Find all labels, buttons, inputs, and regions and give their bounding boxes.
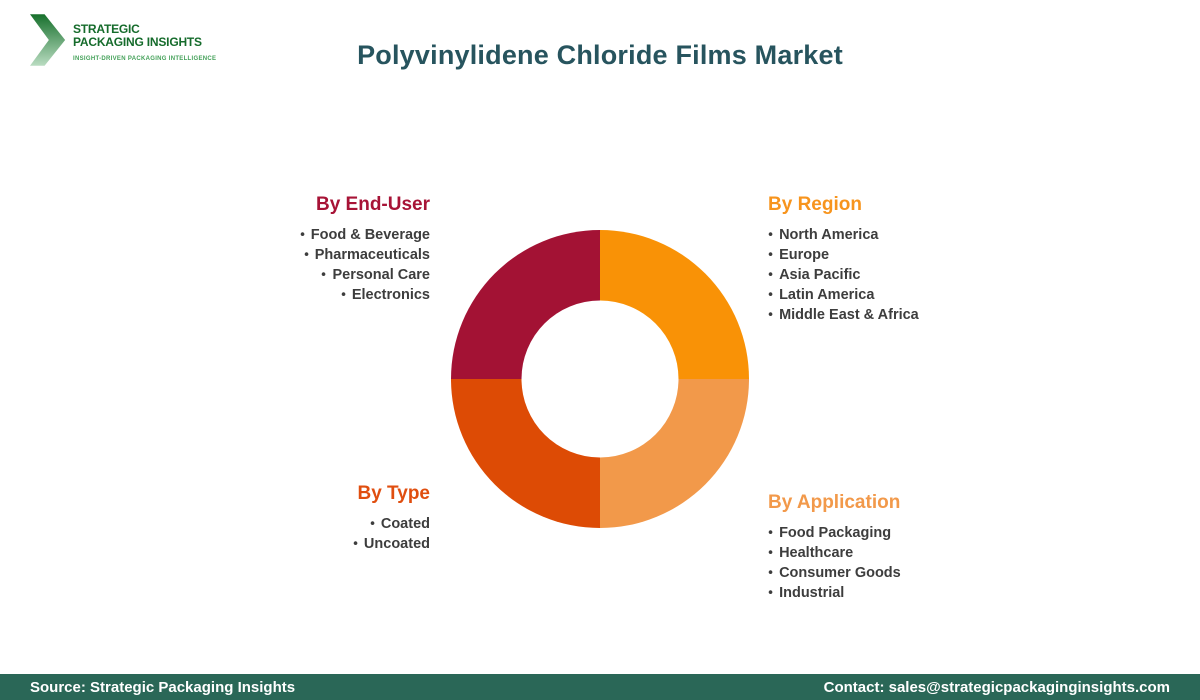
- bullet-icon: •: [341, 287, 346, 303]
- group-heading-type: By Type: [357, 483, 430, 504]
- bullet-icon: •: [768, 307, 773, 323]
- group-heading-end-user: By End-User: [315, 194, 430, 215]
- list-item: • Coated: [170, 514, 430, 534]
- chevron-arrow-icon: [30, 14, 66, 66]
- donut-chart: [451, 230, 749, 528]
- bullet-icon: •: [768, 545, 773, 561]
- list-item: • Personal Care: [170, 265, 430, 285]
- group-heading-region: By Region: [768, 194, 862, 215]
- list-item-label: North America: [779, 227, 879, 243]
- list-item: • Electronics: [170, 285, 430, 305]
- list-item-label: Latin America: [779, 287, 875, 303]
- group-list-end-user: • Food & Beverage • Pharmaceuticals • Persona…: [170, 225, 430, 305]
- list-item-label: Middle East & Africa: [779, 307, 919, 323]
- bullet-icon: •: [370, 516, 375, 532]
- list-item: • Healthcare: [768, 543, 1028, 563]
- list-item-label: Personal Care: [332, 267, 430, 283]
- group-list-region: • North America • Europe • Asia Pacific • Latin…: [768, 225, 1028, 325]
- list-item-label: Pharmaceuticals: [314, 247, 430, 263]
- bullet-icon: •: [768, 247, 773, 263]
- logo-text: STRATEGIC PACKAGING INSIGHTS INSIGHT-DRI…: [73, 10, 217, 63]
- segment-group-type: By Type • Coated • Uncoated: [170, 483, 430, 554]
- list-item: • Latin America: [768, 285, 1028, 305]
- list-item-label: Food Packaging: [779, 525, 892, 541]
- bullet-icon: •: [768, 227, 773, 243]
- list-item-label: Coated: [380, 516, 430, 532]
- footer-source: Source: Strategic Packaging Insights: [30, 678, 296, 696]
- list-item-label: Consumer Goods: [779, 565, 901, 581]
- logo-line2: PACKAGING INSIGHTS: [73, 35, 202, 49]
- list-item: • Industrial: [768, 583, 1028, 603]
- segment-group-region: By Region • North America • Europe • Asia Pac…: [768, 194, 1028, 325]
- list-item: • North America: [768, 225, 1028, 245]
- list-item-label: Europe: [779, 247, 830, 263]
- bullet-icon: •: [768, 585, 773, 601]
- bullet-icon: •: [303, 247, 309, 263]
- list-item: • Consumer Goods: [768, 563, 1028, 583]
- logo-tagline: INSIGHT-DRIVEN PACKAGING INTELLIGENCE: [73, 56, 217, 62]
- group-heading-application: By Application: [768, 492, 901, 513]
- list-item-label: Asia Pacific: [779, 267, 861, 283]
- list-item: • Food & Beverage: [170, 225, 430, 245]
- list-item: • Asia Pacific: [768, 265, 1028, 285]
- bullet-icon: •: [299, 227, 305, 243]
- donut-hole: [521, 300, 679, 458]
- segment-group-end-user: By End-User • Food & Beverage • Pharmaceuti…: [170, 194, 430, 305]
- page-title: Polyvinylidene Chloride Films Market: [357, 40, 843, 71]
- bullet-icon: •: [768, 287, 773, 303]
- bullet-icon: •: [768, 267, 773, 283]
- list-item: • Uncoated: [170, 534, 430, 554]
- bullet-icon: •: [353, 536, 358, 552]
- list-item-label: Industrial: [779, 585, 845, 601]
- group-list-application: • Food Packaging • Healthcare • Consumer Good…: [768, 523, 1028, 603]
- group-list-type: • Coated • Uncoated: [170, 514, 430, 554]
- logo: STRATEGIC PACKAGING INSIGHTS INSIGHT-DRI…: [30, 10, 216, 70]
- footer-contact: Contact: sales@strategicpackaginginsight…: [823, 678, 1170, 696]
- bullet-icon: •: [768, 565, 773, 581]
- list-item-label: Food & Beverage: [310, 227, 430, 243]
- list-item: • Middle East & Africa: [768, 305, 1028, 325]
- list-item-label: Uncoated: [363, 536, 430, 552]
- list-item-label: Healthcare: [779, 545, 854, 561]
- segment-group-application: By Application • Food Packaging • Healthcar…: [768, 492, 1028, 603]
- logo-line1: STRATEGIC: [73, 22, 140, 36]
- list-item: • Europe: [768, 245, 1028, 265]
- list-item-label: Electronics: [351, 287, 430, 303]
- list-item: • Pharmaceuticals: [170, 245, 430, 265]
- list-item: • Food Packaging: [768, 523, 1028, 543]
- footer-bar: Source: Strategic Packaging Insights Con…: [0, 674, 1200, 700]
- bullet-icon: •: [321, 267, 327, 283]
- bullet-icon: •: [768, 525, 773, 541]
